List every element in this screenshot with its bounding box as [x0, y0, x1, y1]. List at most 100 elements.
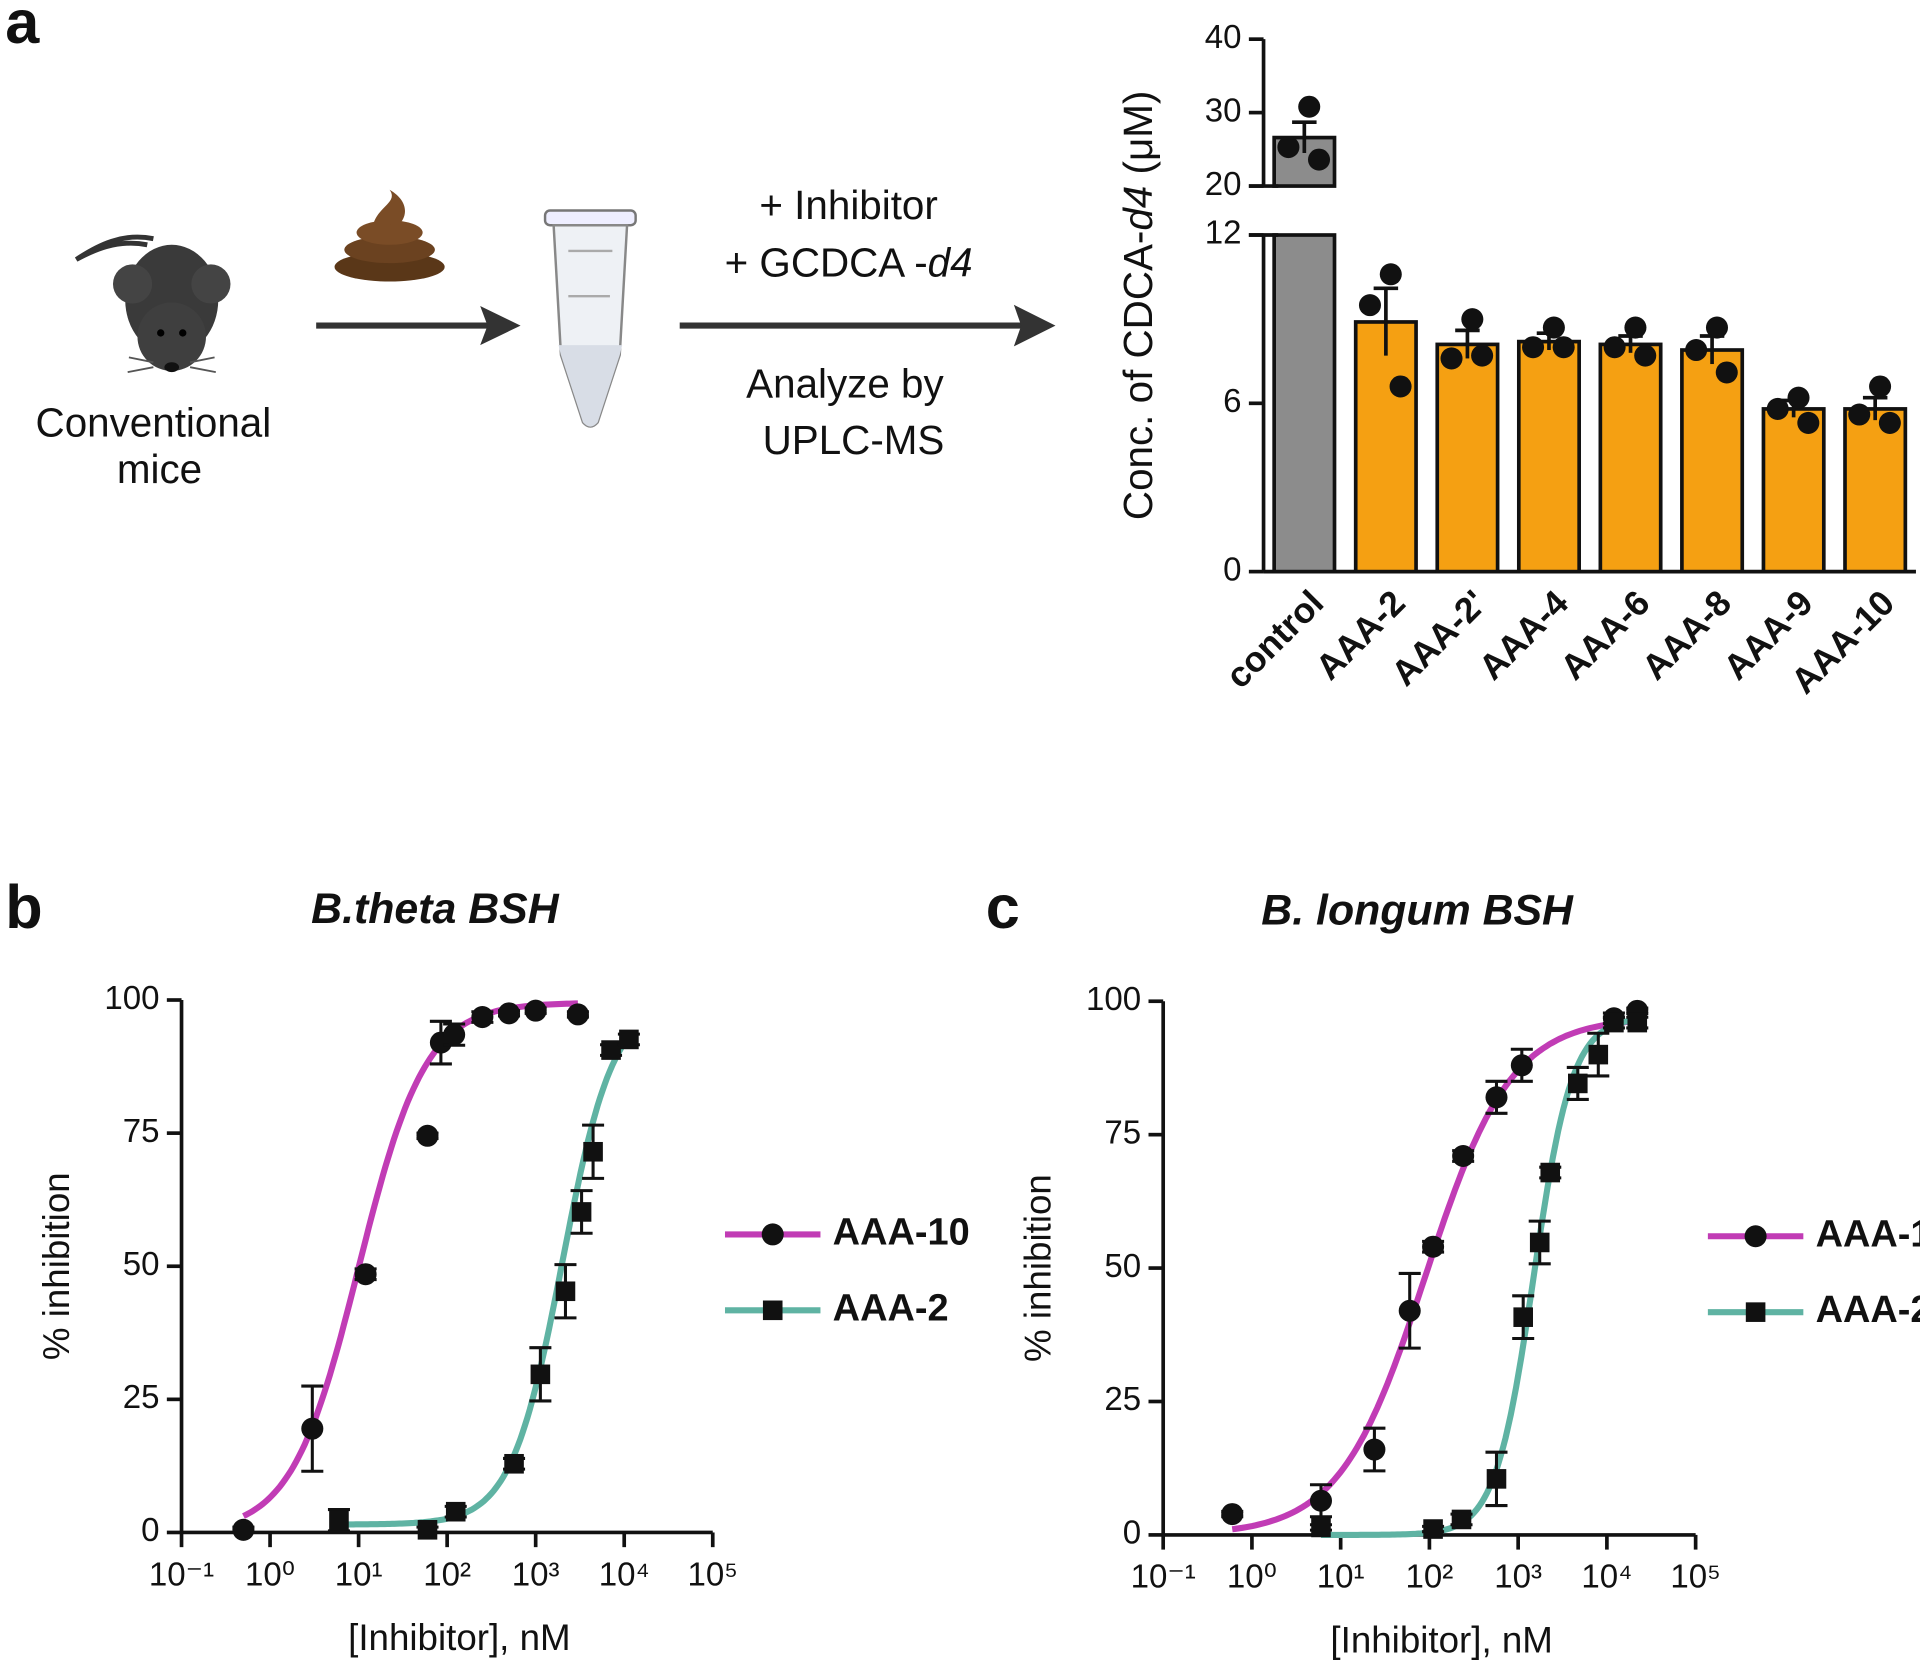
x-tick-label: 10³	[1494, 1559, 1542, 1596]
y-axis-label-part: d4	[1115, 186, 1161, 231]
bar	[1272, 233, 1337, 574]
panel-letter: b	[5, 873, 42, 941]
legend-marker	[762, 1300, 783, 1321]
bar	[1598, 342, 1663, 574]
data-point	[1513, 1307, 1533, 1327]
data-point	[1486, 1469, 1507, 1489]
data-point	[1422, 1235, 1445, 1258]
arrow	[316, 306, 521, 346]
data-point	[1389, 375, 1412, 398]
data-point	[443, 1023, 466, 1046]
y-tick-label: 0	[1123, 1515, 1141, 1552]
x-tick-label: 10⁻¹	[149, 1556, 214, 1593]
data-point	[329, 1510, 349, 1531]
data-point	[1277, 136, 1300, 159]
data-point	[1358, 294, 1381, 317]
data-point	[524, 999, 547, 1022]
x-tick-label: 10⁴	[1581, 1559, 1632, 1596]
data-point	[1451, 1509, 1472, 1530]
bar	[1761, 407, 1826, 574]
data-point	[417, 1520, 438, 1540]
data-point	[1471, 344, 1494, 367]
y-tick-label: 75	[123, 1113, 160, 1150]
data-point	[1529, 1232, 1550, 1253]
y-tick-label: 100	[104, 980, 159, 1017]
data-point	[1540, 1162, 1561, 1183]
data-point	[1848, 403, 1871, 426]
data-point	[530, 1364, 551, 1385]
bar	[1435, 342, 1500, 574]
legend-label: AAA-2	[833, 1287, 949, 1329]
bar	[1516, 339, 1581, 574]
reagent-text: d4	[928, 239, 973, 285]
y-axis-label-part: (μM)	[1115, 91, 1161, 186]
data-point	[1311, 1517, 1331, 1538]
data-point	[601, 1040, 621, 1060]
data-point	[354, 1263, 377, 1286]
data-point	[1309, 1489, 1332, 1512]
y-axis-label: % inhibition	[1017, 1174, 1058, 1362]
reagent-label: + GCDCA -d4	[725, 239, 973, 285]
legend-marker	[761, 1223, 784, 1246]
bar	[1353, 320, 1418, 574]
data-point	[1705, 316, 1728, 339]
data-point	[1379, 263, 1402, 286]
data-point	[1627, 1012, 1648, 1033]
x-tick-label: 10³	[512, 1556, 560, 1593]
legend-marker	[1745, 1302, 1766, 1322]
tube-icon	[543, 209, 637, 428]
panel-letter: a	[5, 0, 40, 56]
data-point	[1398, 1299, 1421, 1322]
data-point	[232, 1518, 255, 1541]
x-tick-label: 10⁻¹	[1131, 1559, 1196, 1596]
data-point	[1787, 386, 1810, 409]
data-point	[566, 1003, 589, 1026]
x-tick-label: AAA-8	[1634, 583, 1739, 688]
data-point	[1603, 336, 1626, 359]
data-point	[1766, 397, 1789, 420]
data-point	[1363, 1438, 1386, 1461]
legend-label: AAA-10	[1816, 1213, 1920, 1255]
analysis-label: UPLC-MS	[763, 417, 945, 463]
y-tick-label: 0	[141, 1512, 159, 1549]
data-point	[1440, 347, 1463, 370]
data-point	[471, 1006, 494, 1029]
x-tick-label: 10⁵	[688, 1556, 738, 1593]
panel-letter: c	[986, 873, 1020, 941]
data-point	[1522, 336, 1545, 359]
data-point	[416, 1124, 439, 1147]
x-axis-label: [Inhibitor], nM	[348, 1617, 570, 1658]
data-point	[445, 1501, 466, 1522]
data-point	[619, 1029, 639, 1050]
reagent-label: + Inhibitor	[759, 182, 937, 228]
data-point	[1869, 375, 1892, 398]
data-point	[1878, 411, 1901, 434]
x-tick-label: 10²	[423, 1556, 471, 1593]
x-tick-label: 10¹	[1317, 1559, 1365, 1596]
y-tick-label: 25	[123, 1379, 160, 1416]
y-axis-label: % inhibition	[36, 1172, 77, 1360]
y-tick-label: 75	[1104, 1114, 1141, 1151]
fit-curve	[338, 1034, 632, 1528]
bar	[1680, 348, 1745, 574]
y-tick-label: 50	[1104, 1248, 1141, 1285]
y-axis-label-part: Conc. of CDCA-	[1115, 231, 1161, 520]
y-tick-label: 0	[1223, 551, 1241, 588]
data-point	[1423, 1519, 1443, 1539]
data-point	[1567, 1073, 1588, 1094]
x-tick-label: 10⁴	[599, 1556, 650, 1593]
legend-label: AAA-10	[833, 1211, 970, 1253]
mouse-label: mice	[117, 446, 202, 492]
y-tick-label: 30	[1205, 92, 1242, 129]
data-point	[1552, 336, 1575, 359]
feces-icon	[334, 189, 445, 282]
legend-marker	[1744, 1225, 1767, 1248]
y-tick-label: 50	[123, 1246, 160, 1283]
y-tick-label: 12	[1205, 215, 1242, 252]
data-point	[571, 1202, 592, 1222]
x-tick-label: 10⁵	[1670, 1559, 1720, 1596]
data-point	[555, 1281, 576, 1302]
data-point	[1308, 148, 1331, 171]
data-point	[1221, 1503, 1244, 1526]
